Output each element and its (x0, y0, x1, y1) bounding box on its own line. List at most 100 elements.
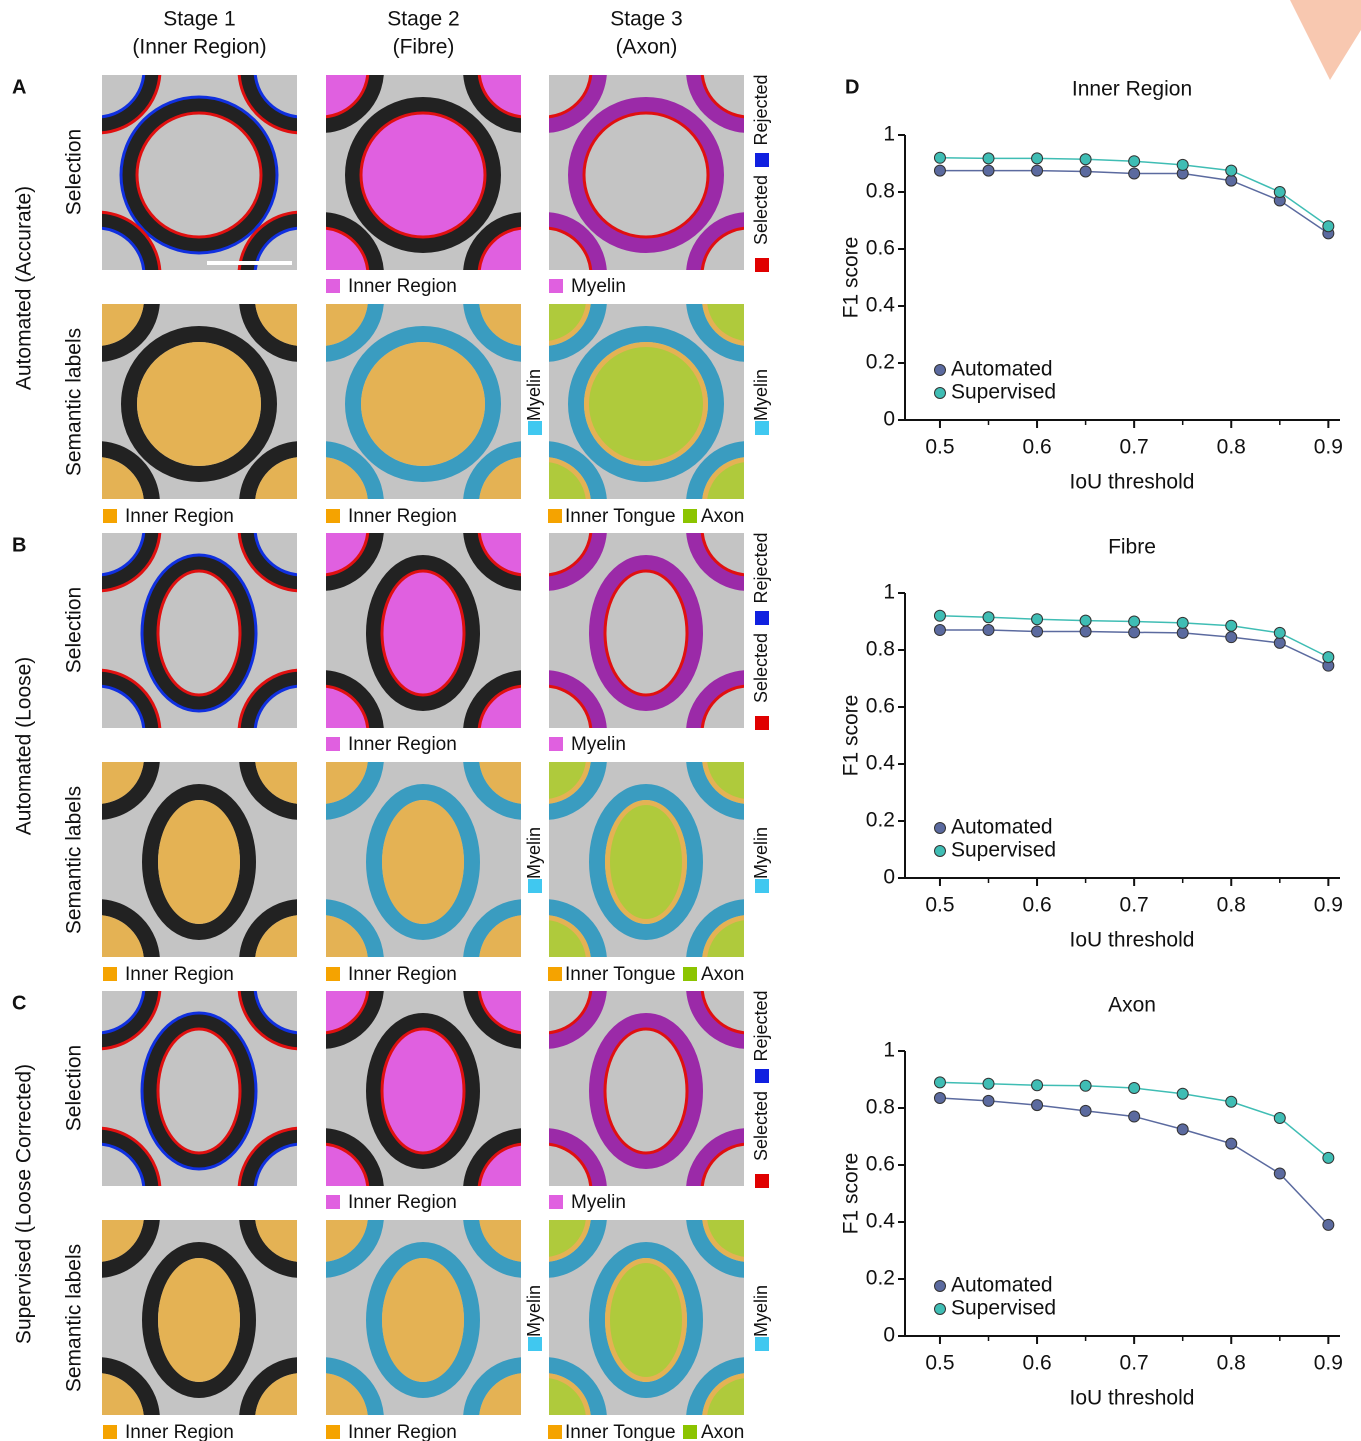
em-tile (326, 304, 521, 499)
label: Selection (63, 587, 86, 673)
em-tile (549, 533, 744, 728)
label: Myelin (571, 734, 626, 755)
axon (707, 762, 744, 799)
data-point (1225, 619, 1238, 632)
data-point (1176, 1123, 1189, 1136)
myelin-ring (568, 326, 724, 482)
legend-swatch (755, 1337, 769, 1351)
legend-swatch (103, 509, 117, 523)
label: F1 score (840, 237, 863, 319)
legend-swatch (755, 421, 769, 435)
axon (610, 1263, 682, 1377)
corner-accent (1290, 0, 1361, 80)
data-point (1079, 165, 1092, 178)
data-point (1273, 1111, 1286, 1124)
data-point (1176, 626, 1189, 639)
data-point (1031, 164, 1044, 177)
label: Stage 2 (387, 8, 459, 31)
legend-swatch (683, 509, 697, 523)
myelin-ring (686, 75, 744, 133)
myelin-ring (142, 1013, 256, 1169)
inner-region (102, 1220, 144, 1262)
inner-region (255, 457, 297, 499)
label: Axon (701, 1422, 744, 1441)
outline (582, 111, 710, 239)
axon (707, 1378, 744, 1415)
myelin-ring (142, 1242, 256, 1398)
label: Inner Region (348, 734, 457, 755)
myelin-ring (142, 784, 256, 940)
label: Selection (63, 129, 86, 215)
em-tile (326, 533, 521, 728)
inner-region (102, 1373, 144, 1415)
label: Myelin (751, 1285, 771, 1337)
legend-swatch (326, 279, 340, 293)
label: 0.6 (1022, 894, 1051, 917)
data-point (933, 164, 946, 177)
label: Stage 1 (163, 8, 235, 31)
legend-marker (934, 1303, 946, 1315)
axon (610, 805, 682, 919)
data-point (1225, 631, 1238, 644)
label: (Inner Region) (132, 36, 266, 59)
data-point (933, 624, 946, 637)
label: Myelin (524, 1285, 544, 1337)
myelin-ring (121, 326, 277, 482)
data-point (982, 1077, 995, 1090)
em-tile (549, 762, 744, 957)
inner-region (102, 762, 144, 804)
outline (603, 569, 689, 697)
label: 1 (883, 581, 895, 604)
label: (Fibre) (393, 36, 455, 59)
data-point (1322, 651, 1335, 664)
outline (119, 95, 279, 255)
data-point (1079, 614, 1092, 627)
inner-region (479, 1373, 521, 1415)
data-point (1273, 1167, 1286, 1180)
axon (707, 920, 744, 957)
label: Semantic labels (63, 786, 86, 934)
outline (380, 569, 466, 697)
label: 0.4 (866, 752, 896, 775)
data-point (1128, 167, 1141, 180)
label: 0.2 (866, 1267, 895, 1290)
inner-region (382, 571, 464, 695)
inner-region (102, 457, 144, 499)
em-tile (102, 762, 297, 957)
em-tile (102, 75, 297, 270)
legend-marker (934, 845, 946, 857)
inner-region (102, 915, 144, 957)
legend-swatch (755, 611, 769, 625)
inner-region (326, 1373, 368, 1415)
legend-swatch (548, 509, 562, 523)
legend-swatch (103, 967, 117, 981)
inner-region (479, 304, 521, 346)
outline (140, 1011, 258, 1171)
outline (380, 1027, 466, 1155)
label: C (12, 992, 26, 1014)
label: 0 (883, 1324, 895, 1347)
label: Myelin (524, 369, 544, 421)
inner-region (326, 457, 368, 499)
legend-swatch (326, 737, 340, 751)
axon (549, 762, 586, 799)
data-point (982, 164, 995, 177)
inner-region (479, 1220, 521, 1262)
label: Automated (951, 1274, 1053, 1297)
label: Automated (951, 358, 1053, 381)
myelin-ring (366, 784, 480, 940)
data-point (982, 1094, 995, 1107)
em-tile (102, 991, 297, 1186)
label: IoU threshold (1070, 471, 1195, 494)
label: 0.8 (866, 1096, 895, 1119)
data-point (933, 1076, 946, 1089)
data-point (982, 152, 995, 165)
data-point (982, 624, 995, 637)
outline (603, 1027, 689, 1155)
legend-swatch (326, 509, 340, 523)
label: Myelin (751, 827, 771, 879)
data-point (1273, 626, 1286, 639)
label: 0.7 (1120, 1352, 1149, 1375)
label: Stage 3 (610, 8, 682, 31)
legend-swatch (528, 1337, 542, 1351)
